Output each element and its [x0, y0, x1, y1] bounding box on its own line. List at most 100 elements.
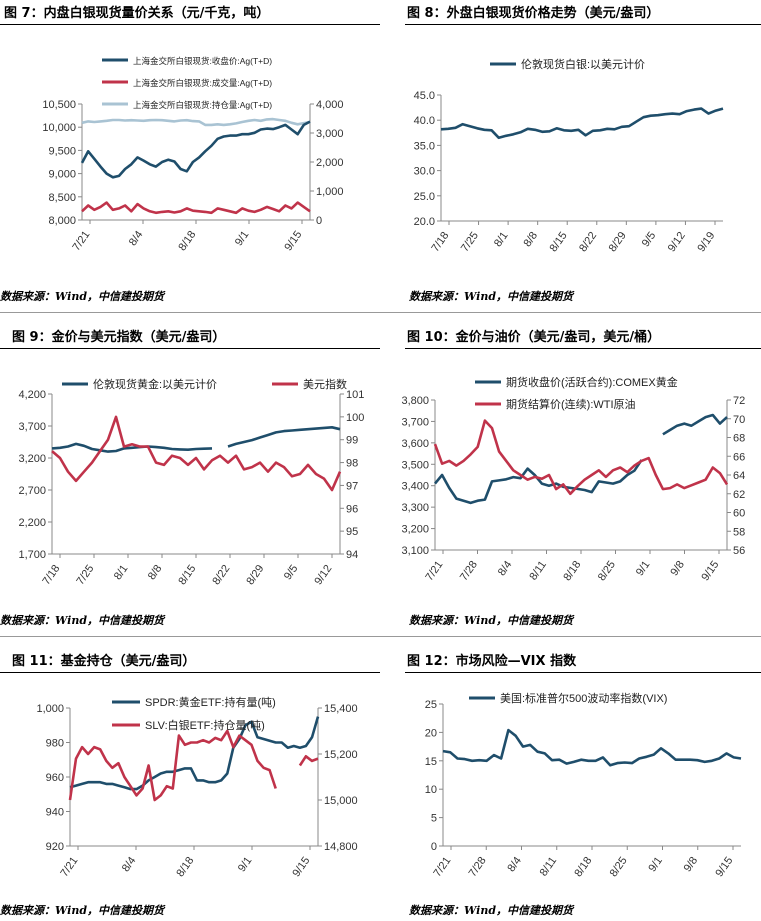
series-line	[51, 415, 342, 492]
y-tick-label-right: 96	[346, 503, 358, 515]
y-tick-label-left: 1,000	[36, 703, 64, 715]
chart-11-svg: 920 940 960 980 1,000 14,800 15,000 15,200 15,40…	[36, 695, 358, 879]
x-tick-label: 8/15	[548, 230, 570, 254]
y-tick-label-left: 940	[46, 807, 64, 819]
y-tick-label-right: 60	[733, 508, 745, 520]
y-tick-label-right: 1,000	[316, 186, 344, 198]
y-tick-label-left: 980	[46, 738, 64, 750]
y-tick-label-left: 1,700	[18, 549, 46, 561]
x-tick-label: 8/18	[174, 855, 196, 879]
x-tick-label: 8/8	[146, 563, 165, 582]
y-tick-label-left: 3,200	[401, 524, 429, 536]
row-divider	[0, 312, 761, 313]
title-rule	[405, 672, 761, 673]
chart-title: 图 8：外盘白银现货价格走势（美元/盎司）	[407, 6, 660, 21]
chart-title: 图 10：金价与油价（美元/盎司，美元/桶）	[407, 330, 661, 345]
legend-label: SPDR:黄金ETF:持有量(吨)	[145, 695, 276, 709]
title-rule	[405, 348, 761, 349]
y-tick-label-right: 100	[346, 412, 364, 424]
x-tick-label: 7/18	[40, 563, 62, 587]
y-tick-label-right: 72	[733, 395, 745, 407]
x-tick-label: 7/21	[58, 855, 80, 879]
y-tick-label-left: 9,000	[48, 169, 76, 181]
x-tick-label: 8/25	[608, 855, 630, 879]
y-tick-label-left: 35.0	[414, 140, 435, 152]
y-tick-label-left: 920	[46, 841, 64, 853]
x-tick-label: 8/8	[522, 230, 541, 249]
chart-source: 数据来源：Wind，中信建投期货	[0, 614, 165, 627]
chart-title: 图 9：金价与美元指数（美元/盎司）	[12, 330, 226, 345]
chart-12-svg: 0 5 10 15 20 25 7/21 7/28 8/4 8/11 8/18 8/25 9/1 9/8 9…	[425, 691, 742, 879]
y-tick-label-left: 2,700	[18, 485, 46, 497]
y-tick-label-left: 3,500	[401, 459, 429, 471]
chart-source: 数据来源：Wind，中信建投期货	[0, 904, 165, 917]
x-tick-label: 8/4	[127, 229, 146, 248]
x-tick-label: 9/15	[290, 855, 312, 879]
legend-label: 上海金交所白银现货:持仓量:Ag(T+D)	[133, 100, 272, 110]
x-tick-label: 9/1	[236, 855, 255, 874]
x-tick-label: 7/18	[429, 230, 451, 254]
title-rule	[0, 672, 380, 673]
y-tick-label-right: 0	[316, 215, 322, 227]
x-tick-label: 8/4	[496, 559, 515, 578]
legend-label: 期货收盘价(活跃合约):COMEX黄金	[506, 375, 678, 389]
chart-source: 数据来源：Wind，中信建投期货	[0, 290, 165, 303]
chart-title: 图 11：基金持仓（美元/盎司）	[12, 654, 196, 669]
chart-source: 数据来源：Wind，中信建投期货	[409, 904, 574, 917]
chart-panel-8: 图 8：外盘白银现货价格走势（美元/盎司） 20.0 25.0 30.0 35.0 40…	[405, 0, 761, 303]
y-tick-label-right: 4,000	[316, 99, 344, 111]
y-tick-label-right: 3,000	[316, 128, 344, 140]
y-tick-label-left: 960	[46, 772, 64, 784]
legend-label: 伦敦现货黄金:以美元计价	[93, 377, 217, 391]
chart-title: 图 7：内盘白银现货量价关系（元/千克，吨）	[4, 6, 270, 21]
y-tick-label-right: 15,400	[324, 703, 358, 715]
chart-8-svg: 20.0 25.0 30.0 35.0 40.0 45.0 7/18 7/25 8/1 8/8 8/…	[414, 57, 724, 254]
title-rule	[405, 24, 761, 25]
x-tick-label: 8/1	[492, 230, 511, 249]
series-line	[81, 201, 311, 215]
y-tick-label-left: 3,200	[18, 453, 46, 465]
legend-label: 美国:标准普尔500波动率指数(VIX)	[500, 691, 667, 705]
x-tick-label: 7/28	[458, 559, 480, 583]
y-tick-label-right: 68	[733, 433, 745, 445]
y-tick-label-left: 10,000	[42, 122, 76, 134]
x-tick-label: 9/15	[282, 229, 304, 253]
y-tick-label-right: 64	[733, 470, 745, 482]
y-tick-label-right: 95	[346, 526, 358, 538]
legend-label: SLV:白银ETF:持仓量(吨)	[145, 718, 265, 732]
y-tick-label-left: 3,800	[401, 395, 429, 407]
y-tick-label-left: 40.0	[414, 115, 435, 127]
y-tick-label-left: 10	[425, 784, 437, 796]
y-tick-label-left: 30.0	[414, 166, 435, 178]
y-tick-label-right: 70	[733, 414, 745, 426]
x-tick-label: 9/15	[699, 559, 721, 583]
x-tick-label: 9/5	[640, 230, 659, 249]
x-tick-label: 9/8	[682, 855, 701, 874]
x-tick-label: 9/8	[668, 559, 687, 578]
x-tick-label: 8/18	[561, 559, 583, 583]
x-tick-label: 8/29	[244, 563, 266, 587]
x-tick-label: 9/12	[666, 230, 688, 254]
y-tick-label-right: 2,000	[316, 157, 344, 169]
series-line	[440, 107, 724, 140]
y-tick-label-left: 3,100	[401, 545, 429, 557]
chart-panel-12: 图 12：市场风险—VIX 指数 0 5 10 15 20 25 7/21 7/28 8/4 8/…	[405, 646, 761, 921]
x-tick-label: 7/25	[459, 230, 481, 254]
y-tick-label-left: 3,700	[18, 421, 46, 433]
y-tick-label-left: 8,000	[48, 215, 76, 227]
series-line	[442, 728, 742, 767]
y-tick-label-left: 2,200	[18, 517, 46, 529]
chart-source: 数据来源：Wind，中信建投期货	[409, 614, 574, 627]
x-tick-label: 7/21	[431, 855, 453, 879]
y-tick-label-right: 94	[346, 549, 358, 561]
x-tick-label: 8/15	[176, 563, 198, 587]
y-tick-label-left: 3,400	[401, 481, 429, 493]
y-tick-label-left: 10,500	[42, 99, 76, 111]
x-tick-label: 9/1	[233, 229, 252, 248]
y-tick-label-left: 20.0	[414, 216, 435, 228]
chart-7-svg: 8,000 8,500 9,000 9,500 10,000 10,500 0 1,000 2,…	[42, 56, 344, 253]
series-line	[68, 729, 319, 802]
y-tick-label-left: 45.0	[414, 90, 435, 102]
x-tick-label: 7/21	[70, 229, 92, 253]
chart-source: 数据来源：Wind，中信建投期货	[409, 290, 574, 303]
